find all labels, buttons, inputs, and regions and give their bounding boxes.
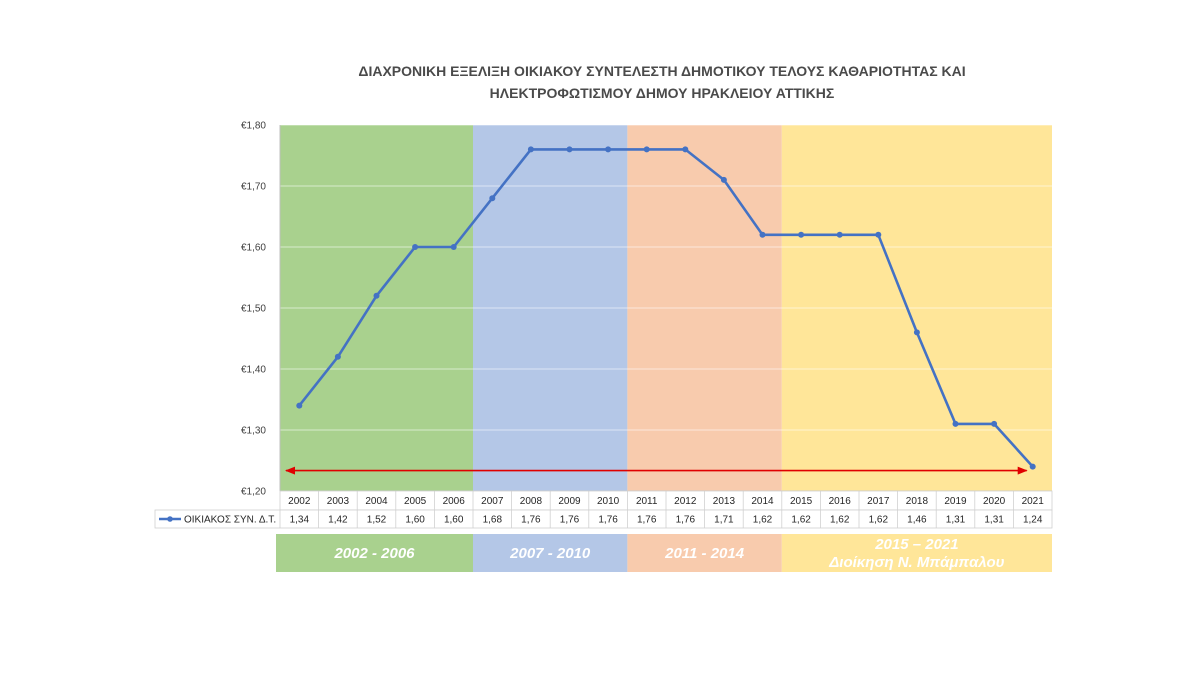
data-value-label: 1,24 bbox=[1023, 515, 1043, 526]
period-label: Διοίκηση Ν. Μπάμπαλου bbox=[828, 554, 1004, 571]
data-point-2021 bbox=[1029, 463, 1036, 470]
x-tick-label: 2010 bbox=[597, 496, 620, 507]
data-point-2005 bbox=[412, 244, 419, 250]
x-tick-label: 2002 bbox=[288, 496, 311, 507]
data-point-2018 bbox=[913, 329, 920, 336]
x-tick-label: 2011 bbox=[636, 496, 658, 507]
data-point-2013 bbox=[720, 176, 727, 183]
data-value-label: 1,52 bbox=[367, 515, 387, 526]
data-value-label: 1,62 bbox=[753, 515, 773, 526]
x-tick-label: 2005 bbox=[404, 496, 427, 507]
data-value-label: 1,62 bbox=[869, 515, 889, 526]
data-point-2014 bbox=[759, 231, 766, 238]
x-tick-label: 2012 bbox=[674, 496, 697, 507]
x-tick-label: 2014 bbox=[751, 496, 774, 507]
x-tick-label: 2013 bbox=[713, 496, 736, 507]
period-label: 2007 - 2010 bbox=[509, 545, 591, 562]
table-value-row bbox=[154, 509, 1053, 529]
x-tick-label: 2018 bbox=[906, 496, 929, 507]
data-point-2008 bbox=[527, 146, 534, 153]
period-label: 2011 - 2014 bbox=[664, 545, 745, 562]
series-1-line bbox=[298, 148, 1034, 468]
data-point-2003 bbox=[334, 353, 341, 360]
data-point-2010 bbox=[605, 146, 612, 153]
data-point-2016 bbox=[836, 231, 843, 238]
y-tick-label: €1,30 bbox=[241, 426, 266, 437]
x-tick-label: 2006 bbox=[443, 496, 466, 507]
chart-title-line-1: ΔΙΑΧΡΟΝΙΚΗ ΕΞΕΛΙΞΗ ΟΙΚΙΑΚΟΥ ΣΥΝΤΕΛΕΣΤΗ Δ… bbox=[358, 63, 965, 79]
data-value-label: 1,60 bbox=[444, 515, 464, 526]
data-value-label: 1,42 bbox=[328, 515, 348, 526]
x-tick-label: 2008 bbox=[520, 496, 543, 507]
y-tick-label: €1,70 bbox=[241, 182, 266, 193]
data-point-2012 bbox=[682, 146, 689, 153]
data-value-label: 1,76 bbox=[637, 515, 657, 526]
y-tick-label: €1,50 bbox=[241, 304, 266, 315]
x-tick-label: 2017 bbox=[867, 496, 890, 507]
data-point-2009 bbox=[566, 146, 573, 153]
x-tick-label: 2003 bbox=[327, 496, 350, 507]
x-tick-label: 2016 bbox=[829, 496, 852, 507]
x-tick-label: 2015 bbox=[790, 496, 813, 507]
legend-point-marker bbox=[167, 516, 173, 522]
data-point-2019 bbox=[952, 420, 959, 427]
data-value-label: 1,46 bbox=[907, 515, 927, 526]
period-legend-box-2 bbox=[473, 534, 628, 572]
data-point-2007 bbox=[489, 195, 496, 202]
y-tick-label: €1,40 bbox=[241, 365, 266, 376]
period-label: 2002 - 2006 bbox=[333, 545, 415, 562]
data-value-label: 1,62 bbox=[830, 515, 850, 526]
x-tick-label: 2004 bbox=[365, 496, 388, 507]
data-value-label: 1,76 bbox=[560, 515, 580, 526]
data-value-label: 1,76 bbox=[598, 515, 618, 526]
x-tick-label: 2019 bbox=[944, 496, 967, 507]
period-legend-box-1 bbox=[276, 534, 473, 572]
period-legend-box-3 bbox=[627, 534, 782, 572]
series-line bbox=[296, 146, 1036, 470]
x-tick-label: 2021 bbox=[1022, 496, 1045, 507]
data-table: 2002 2003 2004 2005 2006 2007 2008 2009 2010 2011… bbox=[154, 490, 1053, 529]
data-value-label: 1,76 bbox=[676, 515, 696, 526]
data-point-2004 bbox=[373, 292, 380, 299]
data-point-2020 bbox=[991, 420, 998, 427]
y-tick-label: €1,20 bbox=[241, 487, 266, 498]
legend-series-name: ΟΙΚΙΑΚΟΣ ΣΥΝ. Δ.Τ. bbox=[184, 515, 276, 526]
data-value-label: 1,62 bbox=[791, 515, 811, 526]
data-point-2017 bbox=[875, 231, 882, 238]
data-value-label: 1,34 bbox=[290, 515, 310, 526]
period-legend-box-4 bbox=[781, 534, 1052, 572]
data-point-2015 bbox=[798, 231, 805, 238]
data-value-label: 1,76 bbox=[521, 515, 541, 526]
data-value-label: 1,68 bbox=[483, 515, 503, 526]
data-point-2006 bbox=[450, 244, 457, 250]
data-value-label: 1,71 bbox=[714, 515, 734, 526]
x-tick-label: 2009 bbox=[558, 496, 581, 507]
y-tick-label: €1,80 bbox=[241, 121, 266, 132]
chart-title-line-2: ΗΛΕΚΤΡΟΦΩΤΙΣΜΟΥ ΔΗΜΟΥ ΗΡΑΚΛΕΙΟΥ ΑΤΤΙΚΗΣ bbox=[490, 85, 835, 101]
data-point-2011 bbox=[643, 146, 650, 153]
y-tick-label: €1,60 bbox=[241, 243, 266, 254]
data-value-label: 1,31 bbox=[984, 515, 1004, 526]
x-tick-label: 2007 bbox=[481, 496, 504, 507]
period-legend: 2002 - 2006 2007 - 2010 2011 - 2014 2015 – … bbox=[276, 534, 1052, 572]
data-value-label: 1,31 bbox=[946, 515, 966, 526]
period-label: 2015 – 2021 bbox=[874, 536, 958, 553]
x-tick-label: 2020 bbox=[983, 496, 1006, 507]
data-value-label: 1,60 bbox=[405, 515, 425, 526]
data-point-2002 bbox=[296, 402, 303, 409]
